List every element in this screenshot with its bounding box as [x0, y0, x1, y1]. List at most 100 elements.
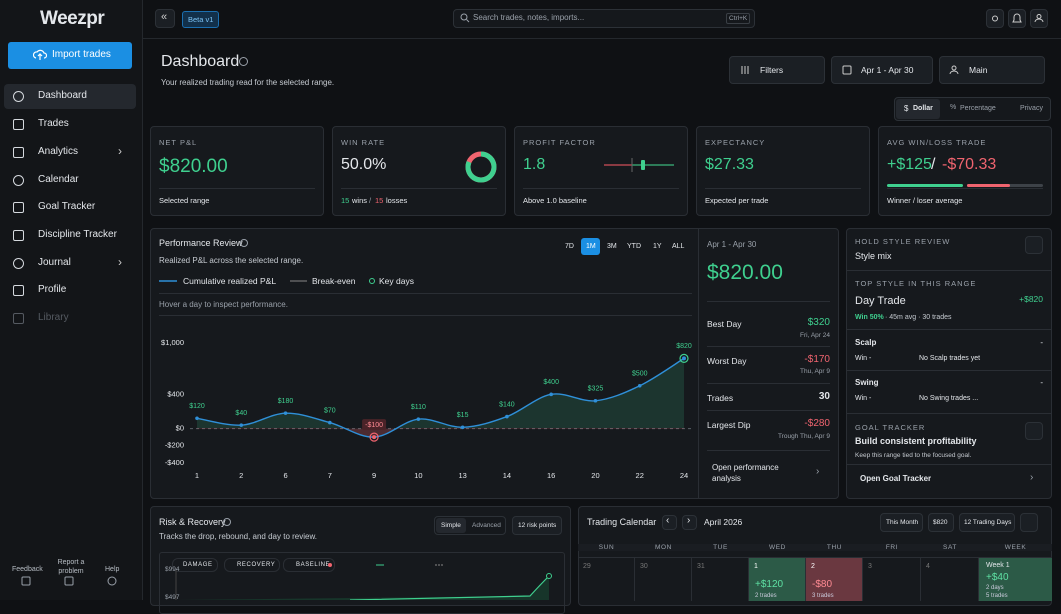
cell-trades: 3 trades	[812, 593, 834, 599]
nav-item[interactable]: Goal Tracker	[38, 201, 96, 212]
divider	[705, 188, 861, 189]
calendar-cell[interactable]	[635, 557, 692, 601]
value-label: $120	[189, 403, 205, 410]
calendar-button[interactable]	[959, 513, 1015, 532]
cell-pnl: +$120	[755, 579, 784, 590]
mode-button[interactable]: Simple	[441, 522, 461, 529]
point	[637, 383, 642, 388]
date-range-button[interactable]	[831, 56, 933, 84]
footer-link[interactable]: Report a problem	[57, 559, 85, 575]
stat-date: Thu, Apr 9	[800, 368, 830, 375]
cell-day: 30	[640, 563, 648, 570]
kpi-card	[878, 126, 1052, 216]
mode-button[interactable]: Advanced	[472, 522, 501, 529]
cell-day: 4	[926, 563, 930, 570]
range-button[interactable]: 1Y	[653, 243, 662, 250]
calendar-button[interactable]	[928, 513, 954, 532]
key-day-ring	[679, 353, 689, 364]
kpi-sep: /	[369, 196, 372, 205]
range-button[interactable]: 3M	[607, 243, 617, 250]
nav-item[interactable]: Discipline Tracker	[38, 229, 117, 240]
style-name: Scalp	[855, 338, 877, 347]
kpi-losses: 15	[375, 196, 384, 205]
theme-button[interactable]	[986, 9, 1004, 28]
calendar-cell[interactable]	[578, 557, 635, 601]
calendar-button-label: This Month	[886, 519, 919, 526]
divider	[698, 229, 699, 498]
divider	[159, 293, 692, 294]
range-button[interactable]: ALL	[672, 243, 685, 250]
kpi-label: AVG WIN/LOSS TRADE	[887, 138, 987, 147]
stat-value: -$170	[804, 354, 830, 365]
nav-icon	[13, 202, 24, 213]
calendar-cell[interactable]	[921, 557, 979, 601]
display-mode[interactable]: Privacy	[1020, 105, 1043, 112]
range-button[interactable]: YTD	[627, 243, 641, 250]
goal-link[interactable]: Open Goal Tracker	[860, 474, 932, 483]
range-active	[581, 238, 600, 255]
prev-month[interactable]	[662, 515, 677, 530]
weekday: WEEK	[979, 544, 1052, 551]
calendar-cell[interactable]	[692, 557, 749, 601]
y-tick-label: -$200	[165, 441, 184, 450]
range-button[interactable]: 1M	[586, 243, 596, 250]
footer-link[interactable]: Help	[105, 566, 120, 573]
card-label: GOAL TRACKER	[855, 423, 926, 432]
calendar-cell[interactable]	[749, 557, 806, 601]
account-selector[interactable]	[939, 56, 1045, 84]
pnl-line	[196, 357, 685, 438]
account-label: Main	[969, 65, 988, 75]
display-mode[interactable]: Percentage	[960, 105, 996, 112]
week-cell	[979, 557, 1052, 601]
display-mode[interactable]: Dollar	[913, 105, 933, 112]
next-icon: ›	[687, 515, 691, 526]
info-icon	[240, 239, 248, 247]
next-month[interactable]	[682, 515, 697, 530]
info-icon	[223, 518, 231, 526]
kpi-card	[696, 126, 870, 216]
info-icon	[239, 57, 248, 66]
notifications-button[interactable]	[1008, 9, 1026, 28]
logo: Weezpr	[40, 8, 105, 29]
stat-label: Trades	[707, 393, 734, 403]
camera-button[interactable]	[1020, 513, 1038, 532]
topbar-border	[142, 38, 1061, 39]
calendar-cell[interactable]	[863, 557, 921, 601]
point	[283, 411, 288, 415]
dollar-icon: $	[904, 104, 909, 113]
weekday: SAT	[921, 544, 979, 551]
analysis-link[interactable]: Open performance analysis	[712, 463, 779, 483]
nav-item[interactable]: Dashboard	[38, 90, 87, 101]
divider	[159, 188, 315, 189]
nav-icon	[13, 147, 24, 158]
footer-link[interactable]: Feedback	[12, 566, 43, 573]
nav-item[interactable]: Analytics	[38, 146, 79, 157]
import-button[interactable]	[8, 42, 132, 69]
risk-legend: RECOVERY	[224, 558, 281, 572]
cell-day: 3	[868, 563, 872, 570]
nav-item[interactable]: Profile	[38, 284, 67, 295]
point	[372, 435, 377, 440]
nav-item[interactable]: Trades	[38, 118, 69, 129]
weekday: FRI	[863, 544, 921, 551]
x-tick-label: 9	[372, 471, 376, 480]
nav-item[interactable]: Journal	[38, 257, 71, 268]
calendar-cell[interactable]	[806, 557, 863, 601]
history-button[interactable]	[1025, 236, 1043, 254]
collapse-button[interactable]	[155, 9, 175, 28]
side-range: Apr 1 - Apr 30	[707, 240, 757, 249]
collapse-icon: «	[161, 11, 168, 23]
nav-item[interactable]: Calendar	[38, 174, 79, 185]
point	[239, 423, 244, 427]
search-box[interactable]	[453, 9, 755, 28]
calendar-month: April 2026	[704, 517, 743, 527]
chart-hint: Hover a day to inspect performance.	[159, 300, 288, 309]
weekday: TUE	[692, 544, 749, 551]
calendar-button[interactable]	[880, 513, 923, 532]
stat-label: Best Day	[707, 319, 742, 329]
nav-icon	[13, 230, 24, 241]
weekday: MON	[635, 544, 692, 551]
kpi-win: +$125	[887, 156, 932, 173]
range-button[interactable]: 7D	[565, 243, 574, 250]
goal-button[interactable]	[1025, 422, 1043, 440]
